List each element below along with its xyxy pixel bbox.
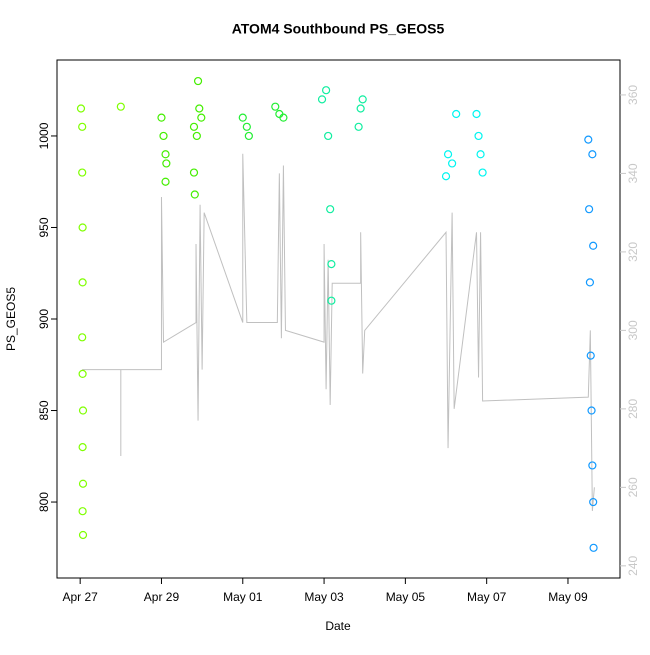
x-axis-label: Date	[325, 619, 351, 633]
x-tick-label: Apr 29	[144, 590, 180, 604]
point	[478, 168, 487, 177]
y2-tick-label: 320	[626, 242, 640, 262]
point	[78, 168, 87, 177]
y2-tick-label: 340	[626, 163, 640, 183]
point	[356, 104, 365, 113]
point	[472, 109, 481, 119]
point	[452, 109, 461, 119]
point	[157, 113, 166, 122]
point	[161, 177, 170, 186]
point	[190, 190, 199, 199]
point	[324, 131, 333, 141]
point	[448, 159, 457, 168]
point	[322, 86, 331, 95]
point	[326, 205, 335, 214]
point	[76, 104, 86, 113]
point	[589, 241, 598, 250]
point	[271, 102, 280, 111]
point	[279, 113, 288, 122]
point	[327, 259, 336, 269]
point	[78, 406, 88, 415]
point	[587, 406, 596, 415]
point	[238, 113, 247, 122]
point	[242, 122, 251, 131]
point	[78, 223, 87, 232]
point	[195, 104, 204, 113]
point	[441, 172, 451, 181]
point	[443, 150, 453, 159]
point	[161, 150, 170, 159]
point	[588, 461, 597, 470]
point	[354, 122, 363, 131]
chart-title: ATOM4 Southbound PS_GEOS5	[232, 21, 445, 37]
point	[585, 205, 594, 214]
y-axis-label: PS_GEOS5	[4, 287, 18, 351]
point	[78, 530, 88, 540]
line	[82, 153, 595, 511]
point	[78, 333, 87, 342]
point	[78, 122, 87, 131]
point	[159, 131, 168, 141]
y2-tick-label: 360	[626, 85, 640, 105]
y2-tick-label: 300	[626, 320, 640, 340]
y-tick-label: 900	[37, 309, 51, 329]
point	[358, 95, 367, 104]
x-tick-label: Apr 27	[62, 590, 98, 604]
point	[189, 122, 199, 131]
point	[78, 479, 88, 488]
y-tick-label: 850	[37, 400, 51, 420]
point	[192, 131, 201, 141]
x-tick-label: May 07	[467, 590, 507, 604]
point	[327, 296, 336, 305]
y-tick-label: 950	[37, 217, 51, 237]
y-tick-label: 800	[37, 492, 51, 512]
point	[193, 76, 203, 86]
y-tick-label: 1000	[37, 122, 51, 149]
point	[116, 102, 125, 111]
point	[589, 497, 598, 507]
point	[162, 159, 171, 168]
x-tick-label: May 03	[304, 590, 344, 604]
point	[588, 150, 597, 159]
y2-tick-label: 280	[626, 399, 640, 419]
point	[476, 150, 485, 159]
point	[78, 278, 87, 287]
y2-tick-label: 240	[626, 556, 640, 576]
point	[78, 507, 87, 516]
point	[197, 113, 206, 122]
point	[474, 131, 483, 141]
point	[586, 351, 595, 360]
point	[189, 168, 199, 177]
y2-tick-label: 260	[626, 477, 640, 497]
point	[584, 135, 593, 144]
point	[244, 131, 253, 141]
point	[589, 543, 598, 552]
x-tick-label: May 09	[548, 590, 588, 604]
point	[78, 443, 87, 452]
point	[317, 95, 327, 104]
point	[585, 278, 595, 287]
plot-frame	[56, 59, 621, 579]
point	[78, 369, 87, 379]
x-tick-label: May 05	[386, 590, 426, 604]
x-tick-label: May 01	[223, 590, 263, 604]
